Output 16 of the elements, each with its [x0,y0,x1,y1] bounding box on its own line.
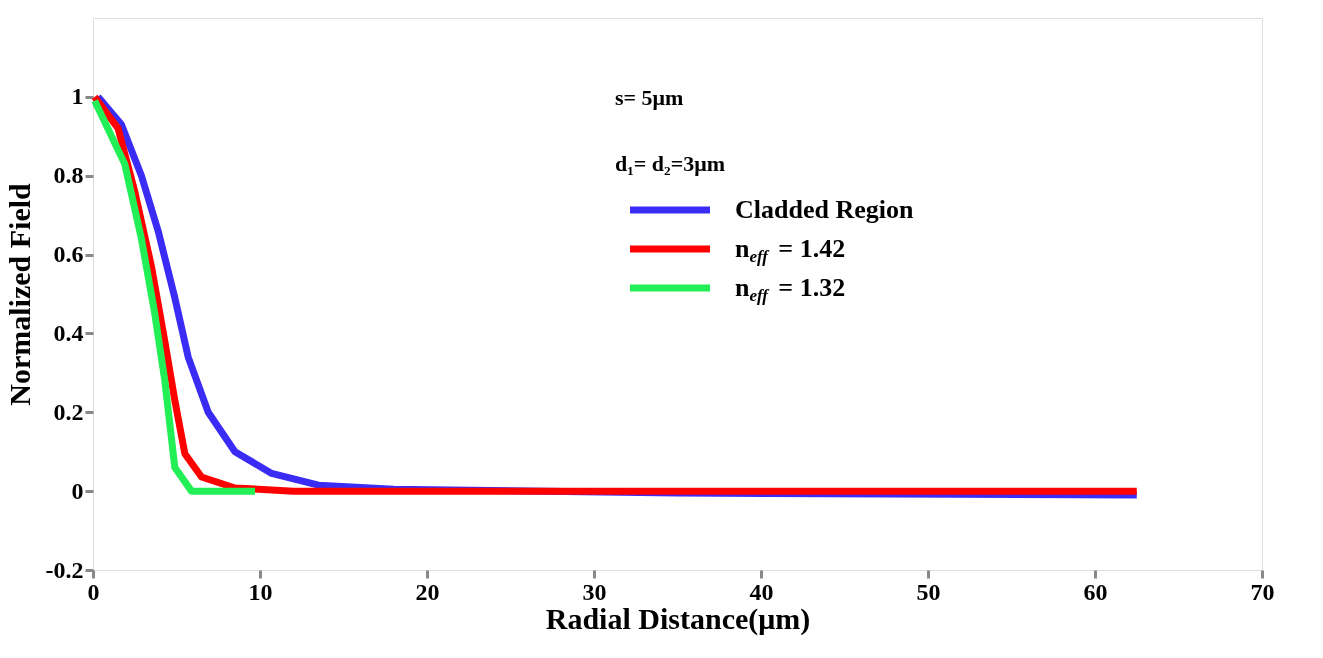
y-tick-label: 0.2 [53,398,84,425]
y-tick-label: 0.8 [53,162,84,189]
x-tick-label: 70 [1250,578,1275,605]
y-axis-title: Normalized Field [2,182,36,406]
y-tick-label: 0.4 [53,319,84,346]
y-tick-label: 1 [71,83,84,110]
y-tick-label: 0.6 [53,241,84,268]
x-tick-label: 60 [1083,578,1108,605]
x-tick-label: 50 [916,578,941,605]
annotation: s= 5μm [615,85,684,110]
annotation: d₁= d₂=3μm [615,151,726,176]
legend-label: Cladded Region [735,195,914,224]
y-tick-label: 0 [71,477,84,504]
x-tick-label: 20 [415,578,440,605]
y-tick-label: -0.2 [45,556,84,583]
x-tick-label: 10 [248,578,273,605]
